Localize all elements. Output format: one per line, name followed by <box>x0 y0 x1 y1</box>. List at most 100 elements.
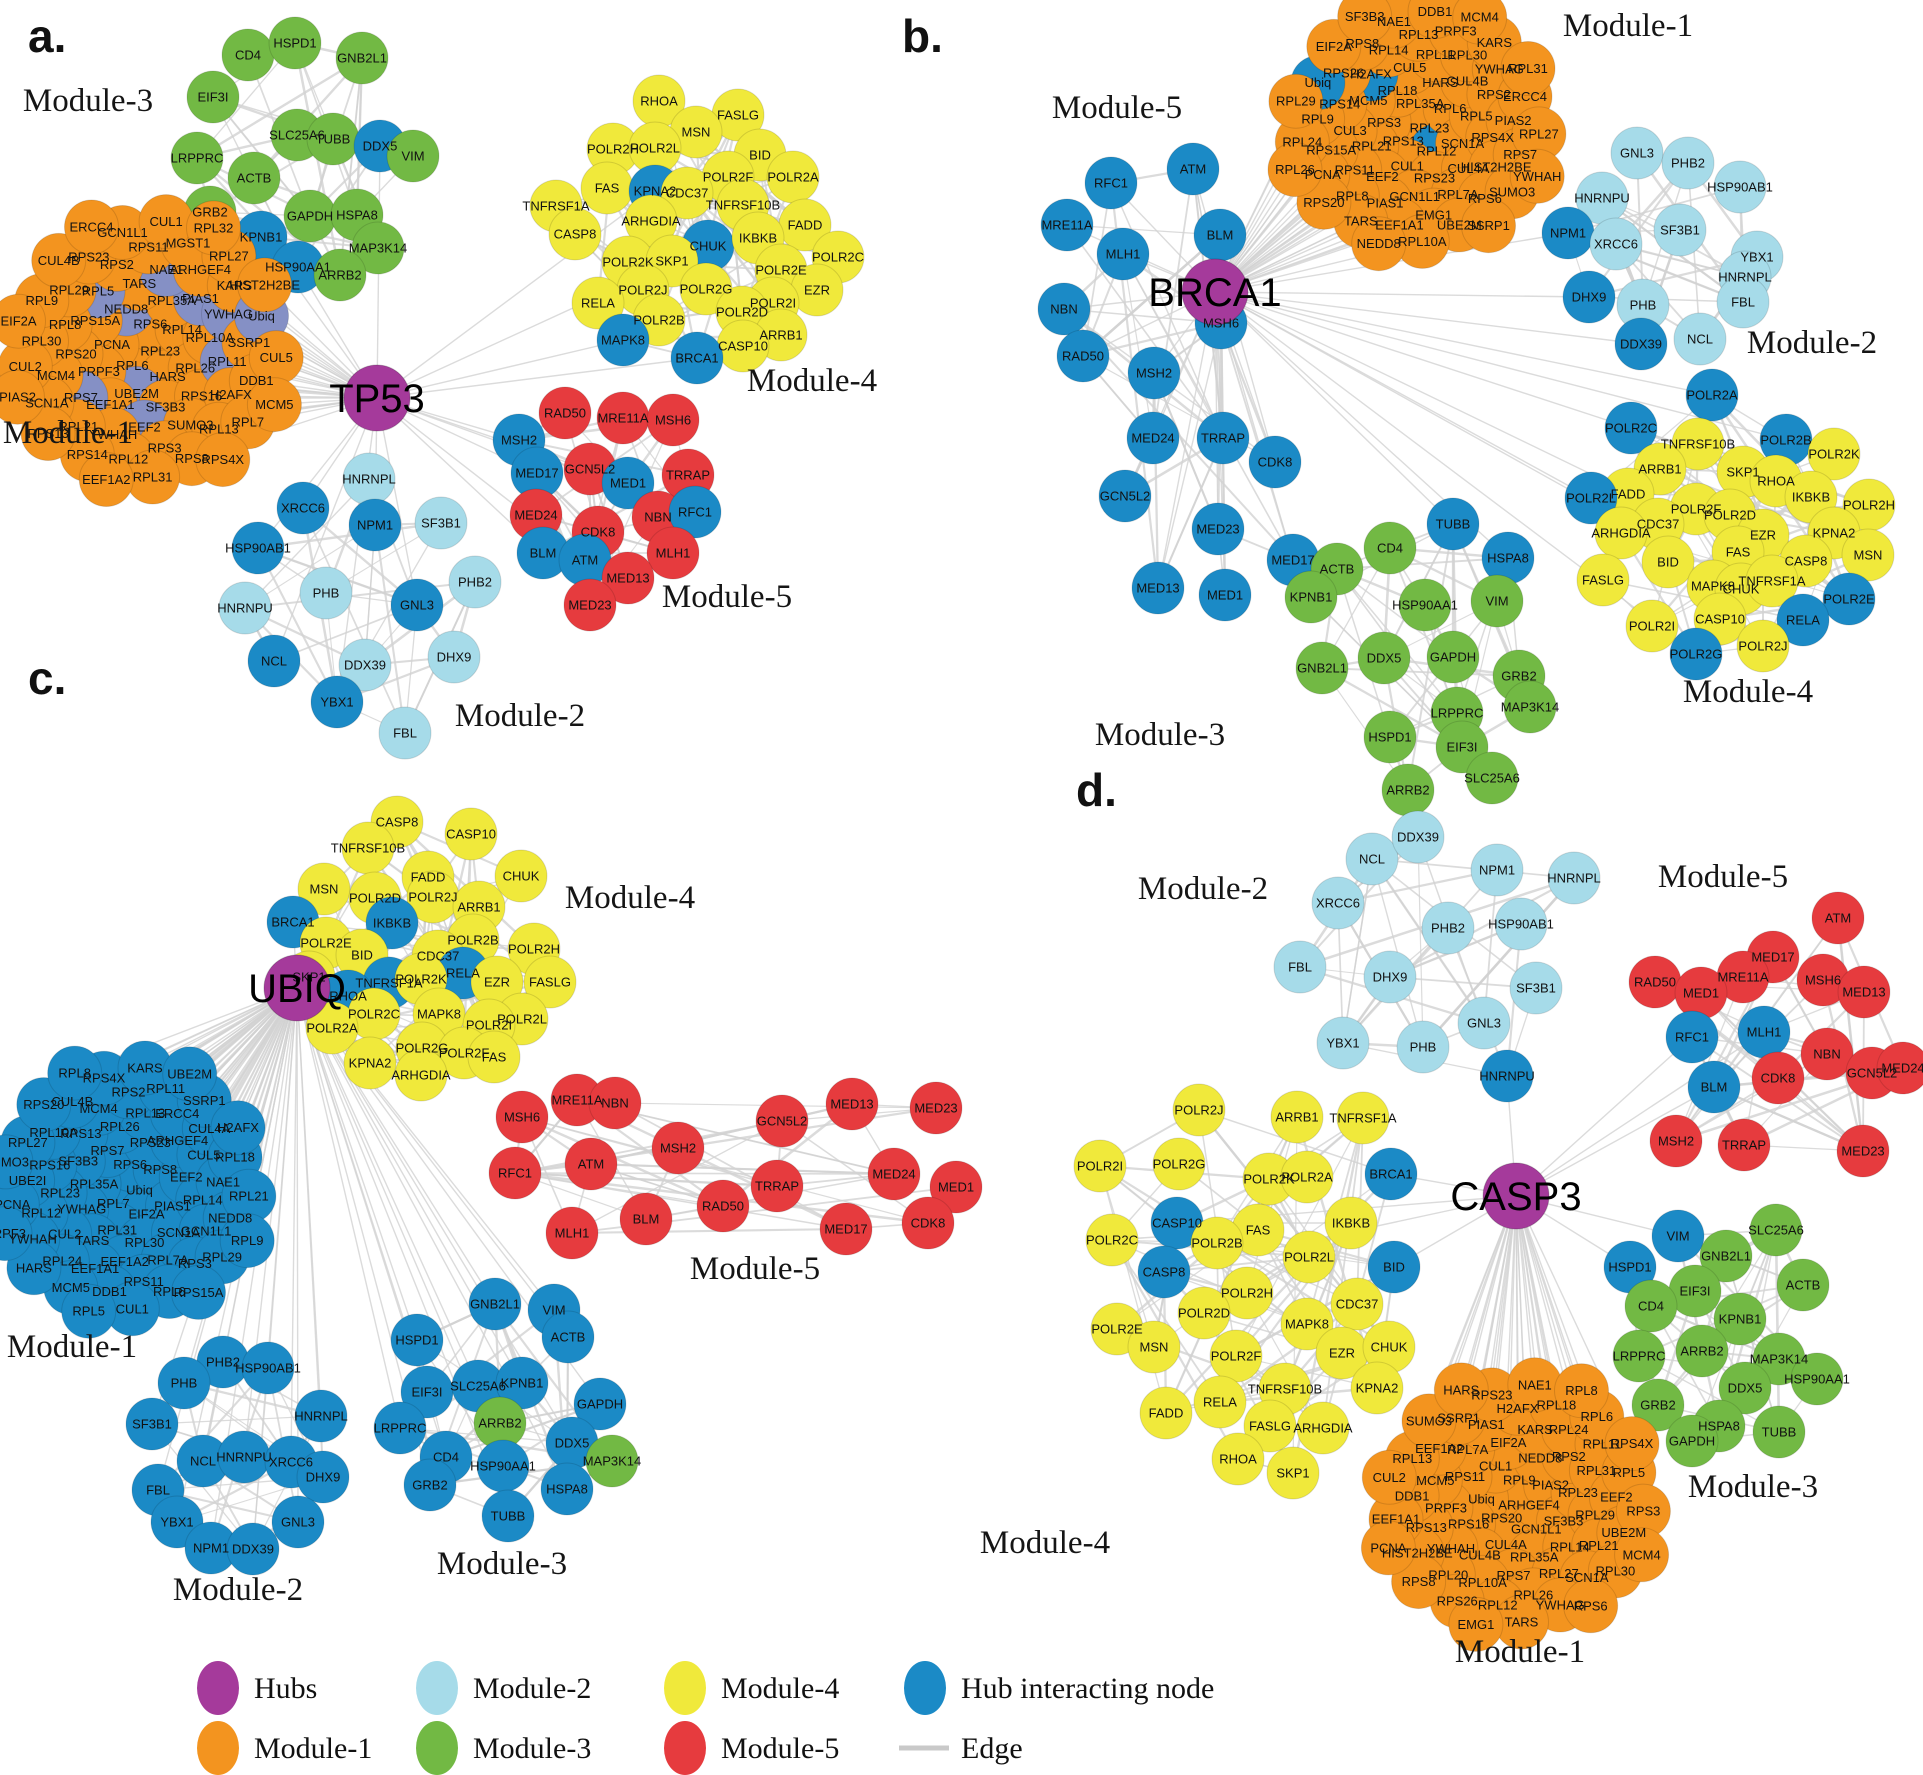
node-label: MAPK8 <box>1691 579 1735 594</box>
node-label: UBE2M <box>1437 217 1482 232</box>
node-hnrnpu <box>1480 1049 1534 1103</box>
node-label: GNL3 <box>1467 1016 1501 1031</box>
node-label: TNFRSF1A <box>1329 1111 1397 1126</box>
node-gnb2l1 <box>1295 641 1349 695</box>
node-label: ATM <box>578 1157 604 1172</box>
node-skp1 <box>1266 1446 1320 1500</box>
node-label: RPS16 <box>1448 1516 1489 1531</box>
hub-node-casp3 <box>1482 1162 1550 1230</box>
node-label: BLM <box>530 546 557 561</box>
node-label: GCN1L1 <box>1389 189 1440 204</box>
node-arrb1 <box>1270 1090 1324 1144</box>
node-med13 <box>1131 561 1185 615</box>
node-label: RPS20 <box>55 347 96 362</box>
node-brca1 <box>1364 1147 1418 1201</box>
node-label: HARS <box>1443 1382 1479 1397</box>
node-label: RPL35A <box>70 1177 119 1192</box>
node-label: SF3B3 <box>1345 9 1385 24</box>
node-map3k14 <box>585 1434 639 1488</box>
node-label: POLR2F <box>439 1046 490 1061</box>
node-label: RPL11 <box>146 1081 185 1096</box>
node-label: TNFRSF1A <box>1738 574 1806 589</box>
node-label: RPL18 <box>1537 1397 1577 1412</box>
node-ybx1 <box>310 675 364 729</box>
node-label: RPL21 <box>229 1189 269 1204</box>
node-label: RPS7 <box>64 390 98 405</box>
node-label: FAS <box>1726 545 1751 560</box>
node-polr2a <box>1280 1150 1334 1204</box>
node-label: RPS11 <box>1445 1469 1485 1484</box>
node-label: MRE11A <box>1041 218 1092 233</box>
node-label: RPL35A <box>147 293 196 308</box>
node-label: CDC37 <box>1336 1297 1379 1312</box>
node-h2afx <box>210 1100 266 1156</box>
node-fadd <box>1139 1386 1193 1440</box>
node-label: BRCA1 <box>1369 1167 1412 1182</box>
node-hspd1 <box>1363 710 1417 764</box>
node-label: IKBKB <box>739 231 777 246</box>
node-label: RPL27 <box>1519 126 1559 141</box>
node-label: RPL6 <box>153 1284 186 1299</box>
node-label: BRCA1 <box>675 351 718 366</box>
node-label: RPL31 <box>133 470 173 485</box>
node-label: MED24 <box>1881 1061 1923 1076</box>
node-label: MCM5 <box>1416 1473 1454 1488</box>
node-label: RPL6 <box>1434 101 1467 116</box>
node-label: FBL <box>1288 960 1312 975</box>
node-label: POLR2F <box>703 170 754 185</box>
node-label: RPL30 <box>22 334 62 349</box>
node-label: RPS4X <box>1471 130 1514 145</box>
node-label: POLR2B <box>1191 1236 1242 1251</box>
node-label: YBX1 <box>1740 250 1773 265</box>
node-label: POLR2D <box>1178 1306 1230 1321</box>
edge <box>1713 917 1839 1088</box>
node-actb <box>227 151 281 205</box>
node-label: GRB2 <box>1501 669 1536 684</box>
panel-letter-d: d. <box>1076 764 1117 816</box>
node-label: H2AFX <box>217 1120 259 1135</box>
node-polr2l <box>1564 471 1618 525</box>
hub-edge <box>376 190 656 399</box>
node-label: POLR2G <box>396 1041 449 1056</box>
node-label: MED17 <box>824 1222 867 1237</box>
node-label: MSH2 <box>660 1141 696 1156</box>
node-label: HNRNPU <box>217 601 273 616</box>
node-label: DDB1 <box>1418 4 1453 19</box>
node-label: POLR2G <box>1153 1157 1206 1172</box>
node-label: PHB2 <box>458 575 492 590</box>
node-label: MED24 <box>872 1167 915 1182</box>
node-label: BLM <box>1207 228 1234 243</box>
edge <box>302 507 406 734</box>
hub-edge <box>1515 1086 1715 1197</box>
legend-label: Edge <box>961 1732 1023 1765</box>
node-label: RPL23 <box>1558 1485 1598 1500</box>
node-label: PRPF3 <box>78 364 120 379</box>
node-label: H2AFX <box>1350 67 1392 82</box>
edge <box>1337 868 1498 905</box>
node-label: TARS <box>76 1233 110 1248</box>
module-label-a-module-3: Module-3 <box>23 83 153 119</box>
node-label: RPS8 <box>175 451 209 466</box>
node-label: RPL26 <box>175 361 215 376</box>
node-label: ATM <box>1825 911 1851 926</box>
node-mcm4 <box>1614 1527 1670 1583</box>
node-label: RPL29 <box>1276 94 1316 109</box>
hub-edge <box>1460 1195 1517 1391</box>
node-label: HSP90AB1 <box>1488 917 1554 932</box>
node-label: RFC1 <box>1094 176 1128 191</box>
node-actb <box>541 1310 595 1364</box>
node-gnb2l1 <box>335 31 389 85</box>
node-med17 <box>819 1202 873 1256</box>
node-label: TRRAP <box>755 1179 799 1194</box>
node-label: DDX5 <box>363 139 398 154</box>
node-polr2d <box>1177 1286 1231 1340</box>
node-label: UBE2M <box>1601 1525 1646 1540</box>
node-eif3i <box>186 70 240 124</box>
node-label: CUL2 <box>1373 1470 1406 1485</box>
edge <box>514 1172 847 1230</box>
node-cd4 <box>1363 521 1417 575</box>
node-sumo3 <box>0 1134 34 1190</box>
node-sf3b1 <box>125 1397 179 1451</box>
node-label: RPL27 <box>8 1135 48 1150</box>
node-label: RPL30 <box>1596 1563 1636 1578</box>
